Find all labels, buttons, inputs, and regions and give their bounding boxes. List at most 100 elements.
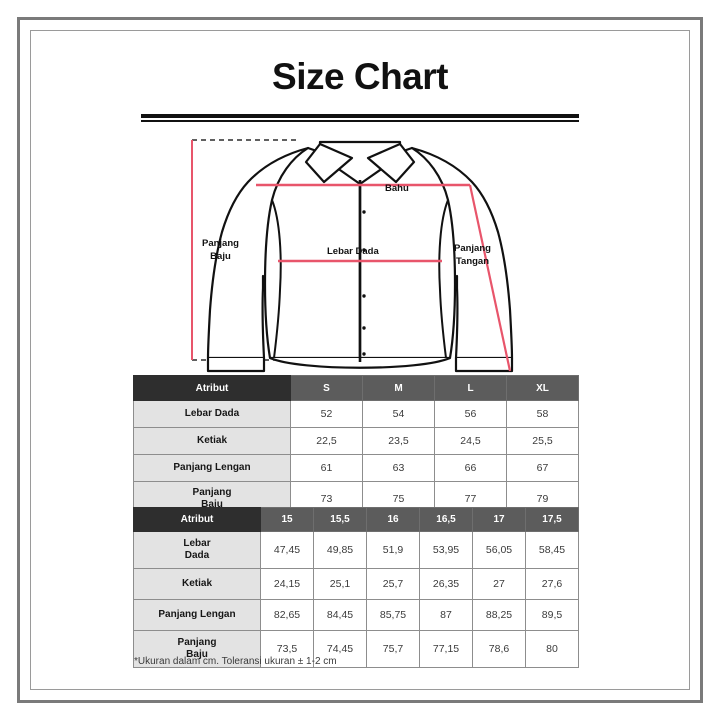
content-stage: Size Chart	[30, 30, 690, 690]
cell-value: 51,9	[366, 531, 420, 569]
cell-value: 54	[362, 400, 435, 428]
column-header-xl: XL	[506, 375, 579, 401]
column-header-16: 16	[366, 507, 420, 532]
decorative-frame-inner	[30, 30, 690, 690]
row-label-line1: Panjang	[192, 487, 232, 498]
row-label-lebar-dada: Lebar Dada	[133, 400, 291, 428]
table-row: Lebar Dada 47,45 49,85 51,9 53,95 56,05 …	[133, 531, 579, 569]
cell-value: 25,7	[366, 568, 420, 600]
cell-value: 61	[290, 454, 363, 482]
row-label-line2: Baju	[186, 649, 208, 660]
collar-left-point	[304, 142, 354, 184]
diagram-label-bahu: Bahu	[385, 183, 409, 194]
table-one-body: Lebar Dada 52 54 56 58 Ketiak 22,5 23,5 …	[133, 400, 579, 517]
column-header-s: S	[290, 375, 363, 401]
table-row: Ketiak 22,5 23,5 24,5 25,5	[133, 427, 579, 455]
column-header-l: L	[434, 375, 507, 401]
diagram-label-panjang-tangan-line1: Panjang	[454, 243, 491, 254]
button-5	[362, 352, 366, 356]
cell-value: 84,45	[313, 599, 367, 631]
cell-value: 26,35	[419, 568, 473, 600]
button-1	[362, 210, 366, 214]
cell-value: 27	[472, 568, 526, 600]
table-row: Panjang Baju 73,5 74,45 75,7 77,15 78,6 …	[133, 630, 579, 668]
row-label-panjang-baju: Panjang Baju	[133, 630, 261, 668]
cell-value: 78,6	[472, 630, 526, 668]
diagram-label-panjang-baju-line2: Baju	[210, 250, 231, 262]
cell-value: 87	[419, 599, 473, 631]
page-title-block: Size Chart	[30, 58, 690, 95]
page-title: Size Chart	[272, 56, 448, 97]
cell-value: 22,5	[290, 427, 363, 455]
column-header-m: M	[362, 375, 435, 401]
column-header-15: 15	[260, 507, 314, 532]
cell-value: 27,6	[525, 568, 579, 600]
cell-value: 67	[506, 454, 579, 482]
cell-value: 80	[525, 630, 579, 668]
cell-value: 89,5	[525, 599, 579, 631]
cell-value: 25,5	[506, 427, 579, 455]
column-header-15-5: 15,5	[313, 507, 367, 532]
diagram-label-panjang-tangan: Panjang Tangan	[454, 243, 491, 269]
left-armhole-seam	[271, 199, 282, 359]
right-cuff	[454, 358, 514, 373]
title-divider-gap	[141, 118, 579, 120]
cell-value: 52	[290, 400, 363, 428]
table-two-body: Lebar Dada 47,45 49,85 51,9 53,95 56,05 …	[133, 531, 579, 668]
column-header-atribut: Atribut	[133, 507, 261, 532]
cell-value: 47,45	[260, 531, 314, 569]
table-row: Lebar Dada 52 54 56 58	[133, 400, 579, 428]
shirt-outline-svg	[191, 139, 514, 373]
cell-value: 85,75	[366, 599, 420, 631]
column-header-16-5: 16,5	[419, 507, 473, 532]
title-divider-thin	[141, 120, 579, 122]
table-row-header: Atribut 15 15,5 16 16,5 17 17,5	[133, 507, 579, 532]
cell-value: 58	[506, 400, 579, 428]
cell-value: 88,25	[472, 599, 526, 631]
cell-value: 77,15	[419, 630, 473, 668]
cell-value: 56	[434, 400, 507, 428]
row-label-line2: Baju	[201, 499, 223, 510]
cell-value: 58,45	[525, 531, 579, 569]
row-label-ketiak: Ketiak	[133, 427, 291, 455]
cell-value: 49,85	[313, 531, 367, 569]
button-3	[362, 294, 366, 298]
table-row: Panjang Lengan 61 63 66 67	[133, 454, 579, 482]
table-row: Panjang Lengan 82,65 84,45 85,75 87 88,2…	[133, 599, 579, 631]
row-label-panjang-lengan: Panjang Lengan	[133, 599, 261, 631]
row-label-line1: Panjang	[177, 637, 217, 648]
size-table-numeric: Atribut 15 15,5 16 16,5 17 17,5 Lebar Da…	[133, 507, 579, 668]
cell-value: 82,65	[260, 599, 314, 631]
cell-value: 25,1	[313, 568, 367, 600]
cell-value: 24,5	[434, 427, 507, 455]
row-label-lebar-dada: Lebar Dada	[133, 531, 261, 569]
shirt-diagram: Bahu Lebar Dada Panjang Baju Panjang Tan…	[30, 128, 690, 373]
column-header-17-5: 17,5	[525, 507, 579, 532]
diagram-label-panjang-baju-line1: Panjang	[202, 238, 239, 249]
button-2	[362, 248, 366, 252]
measure-line-panjang-tangan	[468, 184, 512, 372]
row-label-panjang-lengan: Panjang Lengan	[133, 454, 291, 482]
cell-value: 53,95	[419, 531, 473, 569]
row-label-line2: Dada	[184, 550, 210, 561]
table-row: Ketiak 24,15 25,1 25,7 26,35 27 27,6	[133, 568, 579, 600]
shirt-hem	[269, 356, 451, 369]
torso-left	[263, 146, 362, 360]
cell-value: 56,05	[472, 531, 526, 569]
column-header-atribut: Atribut	[133, 375, 291, 401]
table-one-head: Atribut S M L XL	[133, 375, 579, 401]
row-label-ketiak: Ketiak	[133, 568, 261, 600]
diagram-label-panjang-tangan-line2: Tangan	[455, 255, 490, 267]
button-4	[362, 326, 366, 330]
measurement-footnote: *Ukuran dalam cm. Toleransi ukuran ± 1-2…	[134, 656, 337, 667]
torso-right	[358, 146, 457, 360]
decorative-frame-outer	[17, 17, 703, 703]
diagram-label-panjang-baju: Panjang Baju	[202, 238, 239, 264]
cell-value: 24,15	[260, 568, 314, 600]
cell-value: 75,7	[366, 630, 420, 668]
table-row-header: Atribut S M L XL	[133, 375, 579, 401]
title-divider-thick	[141, 114, 579, 118]
collar-right-point	[366, 142, 416, 184]
right-armhole-seam	[438, 199, 449, 359]
